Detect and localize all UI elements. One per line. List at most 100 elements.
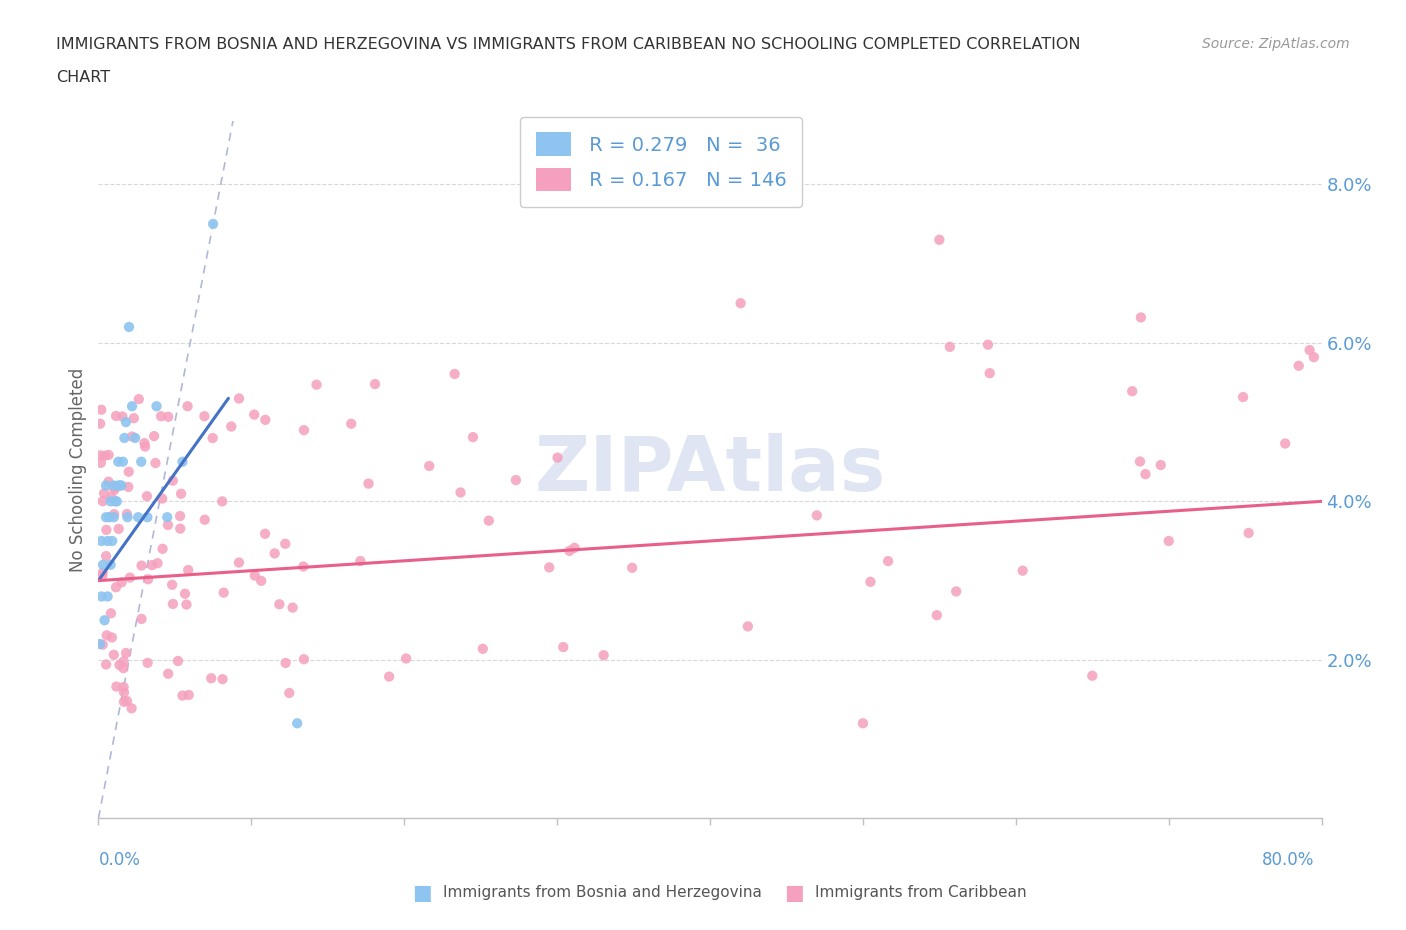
Point xyxy=(93,613,115,628)
Point xyxy=(357,476,380,491)
Point xyxy=(1121,384,1143,399)
Point xyxy=(131,558,153,573)
Point xyxy=(108,478,131,493)
Point xyxy=(145,456,167,471)
Point xyxy=(101,534,124,549)
Point xyxy=(145,399,167,414)
Point xyxy=(169,509,191,524)
Point xyxy=(547,450,569,465)
Point xyxy=(157,666,180,681)
Point xyxy=(91,637,114,652)
Point xyxy=(150,409,173,424)
Point xyxy=(103,478,125,493)
Text: Immigrants from Caribbean: Immigrants from Caribbean xyxy=(815,885,1028,900)
Point xyxy=(939,339,962,354)
Point xyxy=(103,507,125,522)
Point xyxy=(263,546,285,561)
Point xyxy=(103,483,125,498)
Text: Immigrants from Bosnia and Herzegovina: Immigrants from Bosnia and Herzegovina xyxy=(443,885,762,900)
Point xyxy=(172,688,194,703)
Point xyxy=(564,540,586,555)
Point xyxy=(269,597,291,612)
Point xyxy=(96,628,118,643)
Point xyxy=(1274,436,1296,451)
Point xyxy=(292,559,315,574)
Point xyxy=(202,217,225,232)
Point xyxy=(146,556,169,571)
Point xyxy=(111,575,134,590)
Point xyxy=(110,478,132,493)
Point xyxy=(1288,358,1310,373)
Point xyxy=(1157,534,1180,549)
Point xyxy=(91,565,114,580)
Point xyxy=(104,480,127,495)
Point xyxy=(108,658,131,672)
Point xyxy=(124,431,146,445)
Point xyxy=(243,568,266,583)
Point xyxy=(152,541,174,556)
Point xyxy=(364,377,387,392)
Point xyxy=(94,448,117,463)
Point xyxy=(157,409,180,424)
Point xyxy=(167,654,190,669)
Y-axis label: No Schooling Completed: No Schooling Completed xyxy=(69,367,87,572)
Point xyxy=(553,640,575,655)
Point xyxy=(127,510,149,525)
Point xyxy=(107,454,129,469)
Point xyxy=(104,494,127,509)
Point xyxy=(91,494,114,509)
Text: ZIPAtlas: ZIPAtlas xyxy=(534,432,886,507)
Point xyxy=(877,553,900,568)
Point xyxy=(979,365,1001,380)
Point xyxy=(1081,669,1104,684)
Point xyxy=(211,494,233,509)
Point xyxy=(1298,342,1320,357)
Point xyxy=(221,419,243,434)
Point xyxy=(292,423,315,438)
Point xyxy=(100,557,122,572)
Point xyxy=(281,600,304,615)
Point xyxy=(243,407,266,422)
Point xyxy=(136,510,159,525)
Text: ■: ■ xyxy=(785,883,804,903)
Point xyxy=(928,232,950,247)
Point xyxy=(134,436,156,451)
Point xyxy=(121,399,143,414)
Point xyxy=(94,549,117,564)
Point xyxy=(558,543,581,558)
Point xyxy=(134,439,156,454)
Point xyxy=(118,320,141,335)
Point xyxy=(160,578,183,592)
Point xyxy=(1302,350,1324,365)
Point xyxy=(100,494,122,509)
Point xyxy=(91,568,114,583)
Point xyxy=(945,584,967,599)
Point xyxy=(156,517,179,532)
Point xyxy=(395,651,418,666)
Point xyxy=(450,485,472,500)
Point xyxy=(162,596,184,611)
Point xyxy=(305,378,328,392)
Point xyxy=(806,508,828,523)
Point xyxy=(121,701,143,716)
Point xyxy=(111,454,134,469)
Text: 0.0%: 0.0% xyxy=(98,851,141,870)
Point xyxy=(100,605,122,620)
Point xyxy=(96,523,118,538)
Point xyxy=(1232,390,1254,405)
Point xyxy=(105,494,128,509)
Point xyxy=(136,572,159,587)
Point xyxy=(101,630,124,644)
Point xyxy=(592,648,614,663)
Point xyxy=(169,521,191,536)
Point xyxy=(131,612,153,627)
Point xyxy=(103,510,125,525)
Point xyxy=(340,417,363,432)
Point xyxy=(1129,454,1152,469)
Point xyxy=(90,589,112,604)
Point xyxy=(176,597,198,612)
Point xyxy=(211,671,233,686)
Point xyxy=(471,642,494,657)
Point xyxy=(115,694,138,709)
Point xyxy=(1150,458,1173,472)
